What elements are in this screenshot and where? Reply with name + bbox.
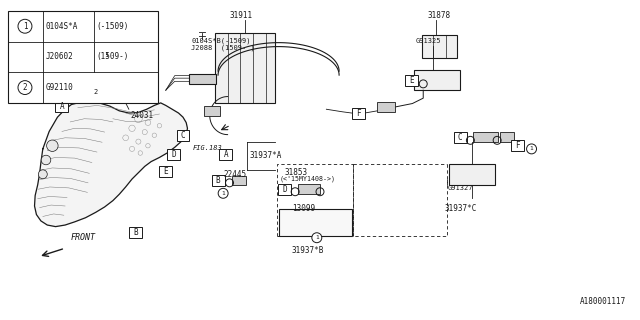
Text: 31937*A: 31937*A (250, 151, 282, 160)
Circle shape (312, 233, 322, 243)
Text: 2: 2 (93, 89, 98, 95)
Circle shape (527, 144, 536, 154)
Text: G91325: G91325 (415, 38, 441, 44)
Text: A180001117: A180001117 (580, 297, 626, 306)
Text: J20602: J20602 (46, 52, 74, 61)
Text: (-1509): (-1509) (97, 22, 129, 31)
Text: 0104S*B(-1509): 0104S*B(-1509) (191, 38, 251, 44)
Text: C: C (458, 133, 463, 142)
Text: 2: 2 (22, 83, 28, 92)
Circle shape (38, 170, 47, 179)
Text: 1: 1 (530, 146, 533, 151)
Text: 1: 1 (104, 52, 109, 58)
Text: 24031: 24031 (131, 111, 154, 120)
Text: FIG.183: FIG.183 (193, 145, 222, 151)
Text: G92110: G92110 (46, 83, 74, 92)
Bar (189, 74, 216, 84)
Circle shape (93, 88, 99, 94)
Text: 31937*B: 31937*B (291, 246, 324, 255)
Bar (232, 176, 246, 185)
Text: FRONT: FRONT (70, 234, 95, 243)
Text: 31853: 31853 (285, 168, 308, 177)
Text: D: D (171, 150, 176, 159)
Bar (500, 132, 514, 142)
Bar (454, 132, 467, 143)
Text: 0104S*A: 0104S*A (46, 22, 78, 31)
Bar (220, 149, 232, 160)
Text: B: B (216, 176, 220, 185)
Bar (278, 184, 291, 195)
Circle shape (41, 155, 51, 165)
Text: E: E (410, 76, 414, 84)
Bar (8, 11, 157, 103)
Text: 1: 1 (221, 191, 225, 196)
Bar (473, 132, 498, 142)
Text: G91327: G91327 (447, 185, 473, 191)
Bar (405, 75, 418, 85)
Text: 31878: 31878 (427, 11, 450, 20)
Text: B: B (133, 228, 138, 237)
Text: (<'15MY1408->): (<'15MY1408->) (280, 176, 336, 182)
Text: E: E (163, 167, 168, 176)
Bar (422, 35, 457, 59)
Text: 31911: 31911 (230, 11, 253, 20)
Bar (511, 140, 524, 151)
Text: 22445: 22445 (223, 170, 246, 179)
Circle shape (47, 140, 58, 151)
Text: J2088  (1509- ): J2088 (1509- ) (191, 44, 255, 51)
Text: F: F (356, 108, 360, 117)
Text: C: C (180, 131, 186, 140)
Bar (215, 33, 275, 103)
Bar (167, 149, 180, 160)
Bar (204, 106, 220, 116)
Bar (159, 166, 172, 177)
Bar (298, 184, 319, 194)
Bar (84, 68, 104, 82)
Circle shape (18, 81, 32, 94)
Bar (414, 69, 460, 90)
Text: A: A (223, 150, 228, 159)
Text: 13099: 13099 (292, 204, 315, 213)
Bar (278, 209, 352, 236)
Text: F: F (515, 141, 520, 150)
Text: (1509-): (1509-) (97, 52, 129, 61)
Circle shape (18, 19, 32, 33)
Text: 1: 1 (22, 22, 28, 31)
Text: D: D (283, 185, 287, 194)
Bar (449, 164, 495, 185)
Polygon shape (35, 101, 188, 227)
Bar (129, 227, 141, 238)
Bar (56, 100, 68, 112)
Text: 1: 1 (315, 235, 319, 240)
Bar (352, 108, 365, 118)
Text: A: A (60, 101, 64, 111)
Circle shape (90, 86, 102, 98)
Bar (378, 102, 396, 112)
Text: 31937*C: 31937*C (444, 204, 477, 213)
Circle shape (218, 188, 228, 198)
Circle shape (100, 49, 113, 60)
Bar (177, 130, 189, 141)
Bar (212, 175, 225, 186)
